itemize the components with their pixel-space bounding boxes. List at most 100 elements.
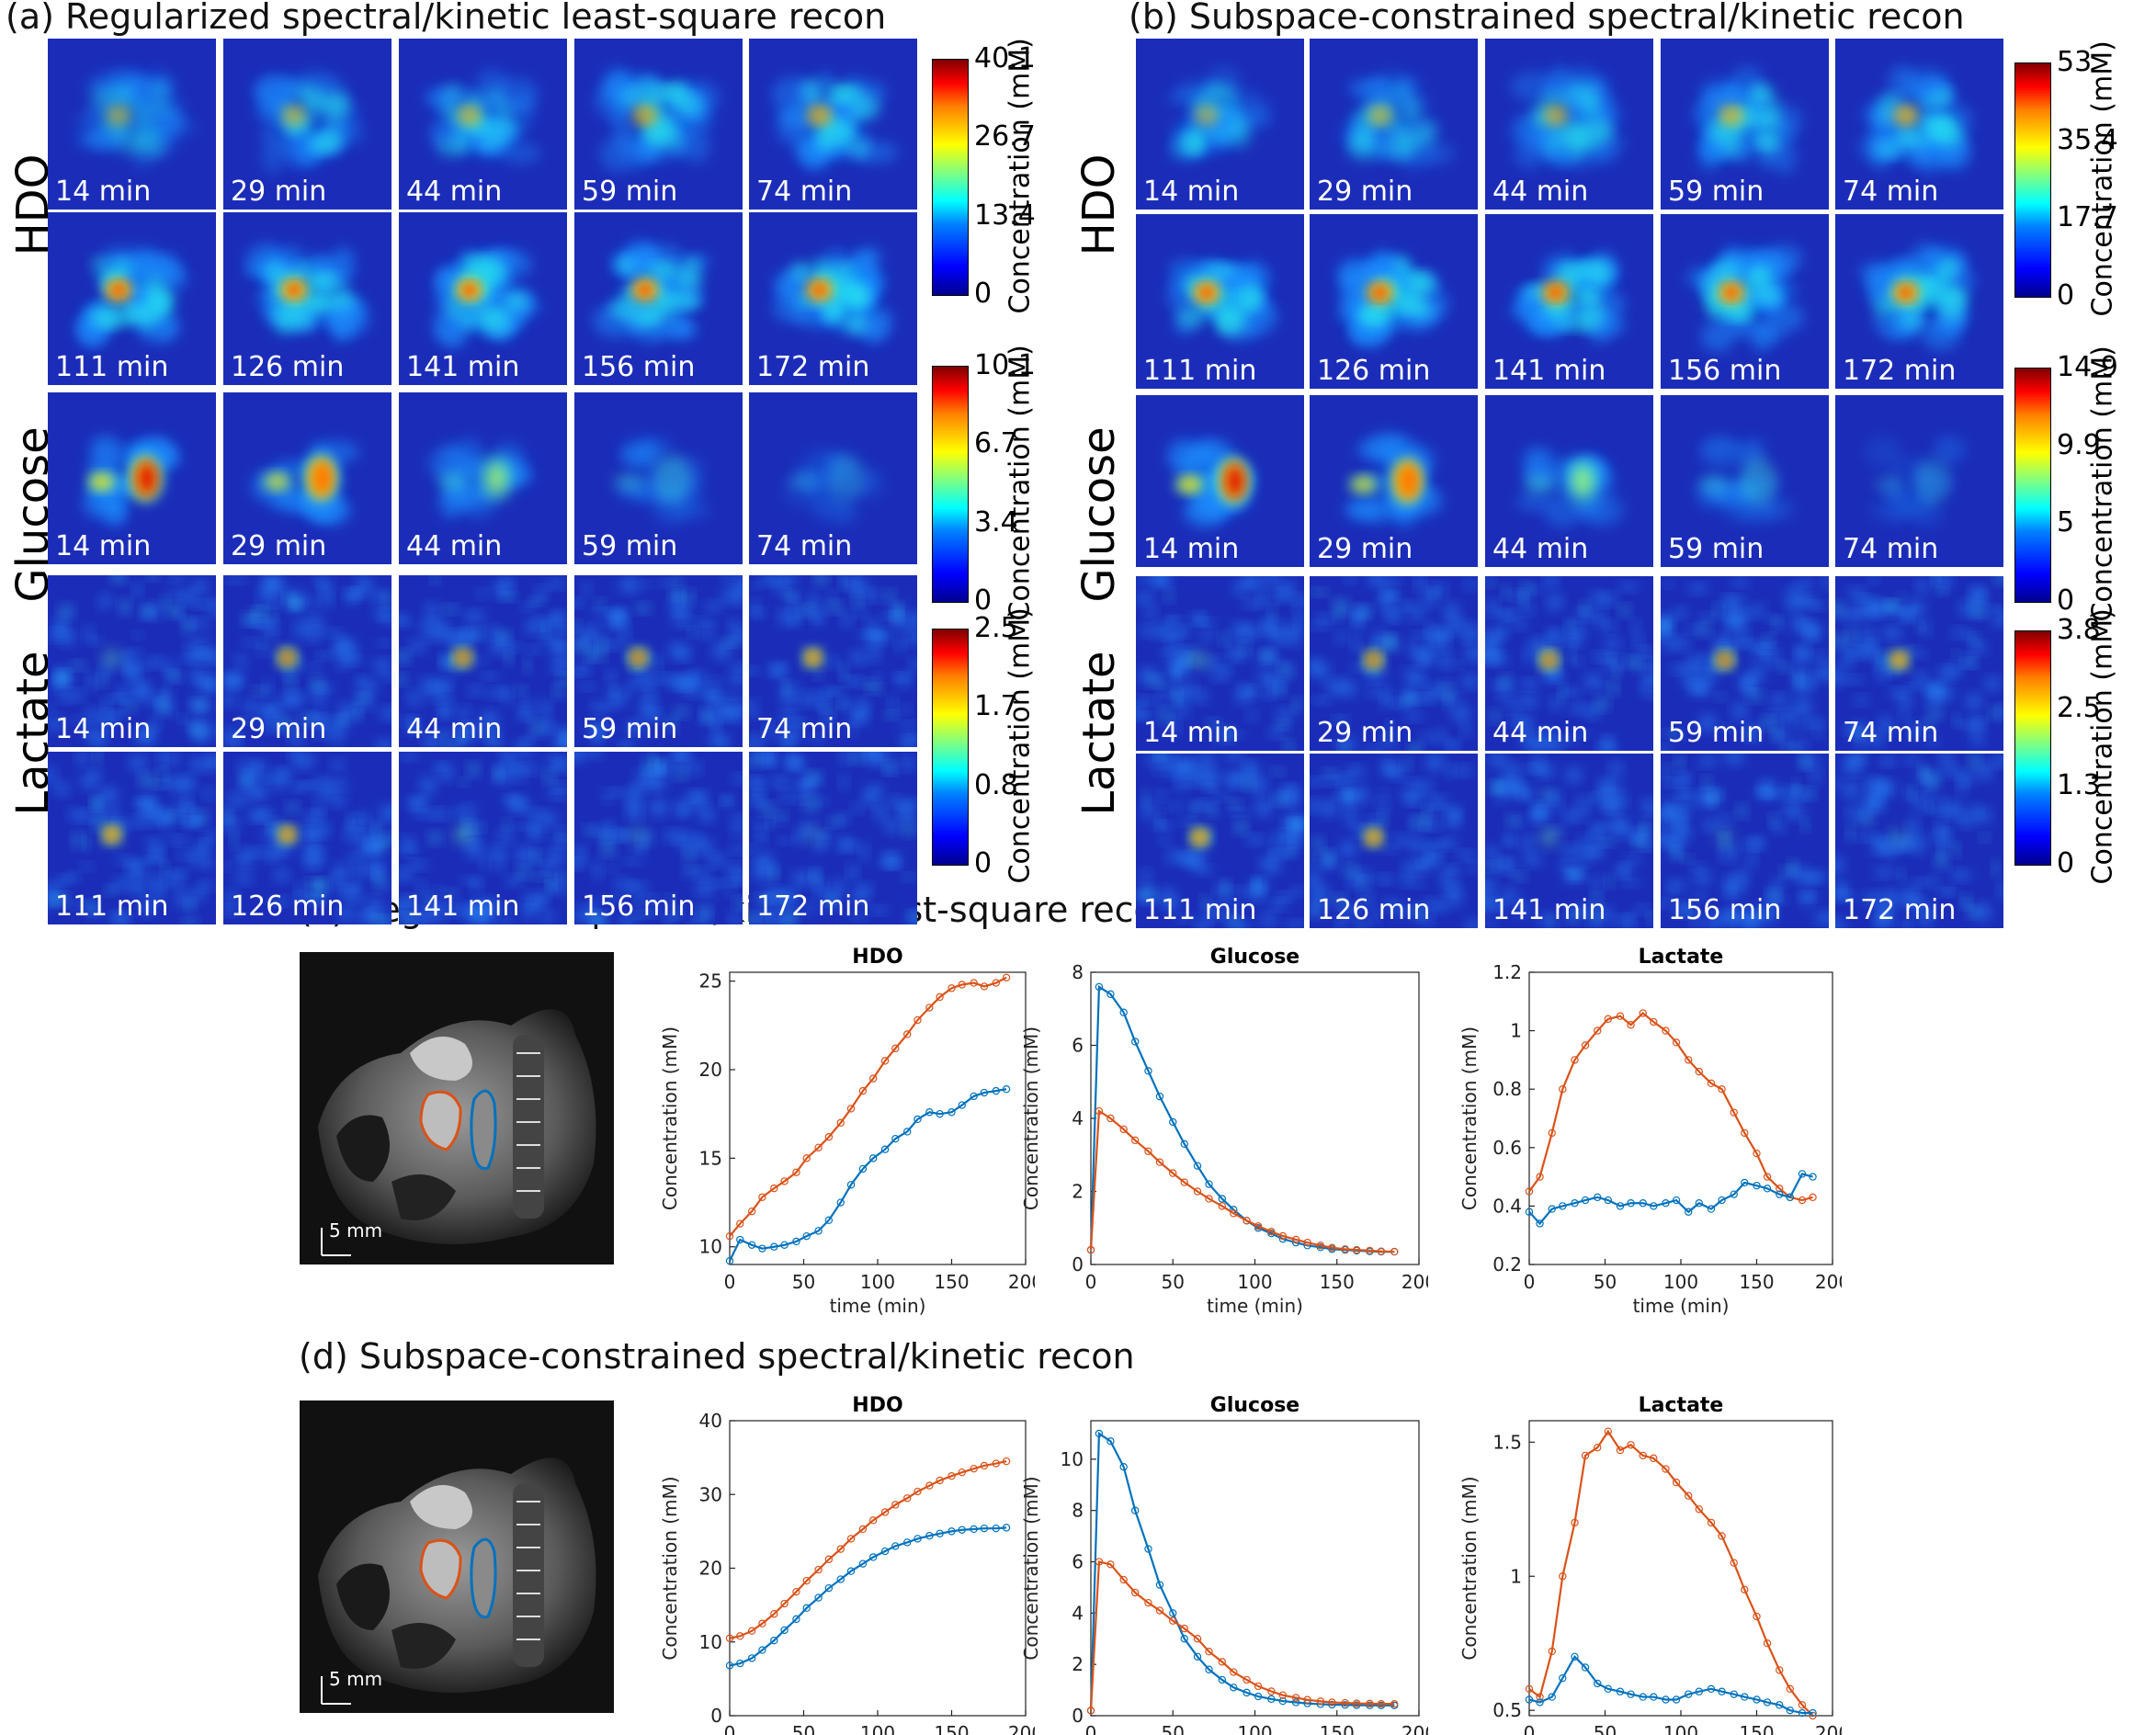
y-axis-label: Concentration (mM)	[1458, 1476, 1481, 1660]
data-point	[1291, 1235, 1300, 1244]
data-point	[1525, 1695, 1534, 1704]
map-tile-a-lactate: 74 min	[749, 575, 917, 747]
data-point	[1180, 1624, 1188, 1633]
y-tick-label: 2	[1072, 1181, 1084, 1203]
data-point	[1594, 1193, 1602, 1202]
data-point	[868, 1154, 878, 1162]
time-label: 14 min	[1143, 717, 1240, 749]
y-tick-label: 6	[1072, 1035, 1084, 1057]
red-roi-contour	[419, 1538, 462, 1600]
plot-d-hdo: HDO050100150200010203040time (min)Concen…	[659, 1394, 1035, 1735]
concentration-map	[1136, 395, 1304, 567]
y-tick-label: 4	[1072, 1602, 1084, 1624]
concentration-map	[1136, 576, 1304, 751]
data-point	[948, 1471, 956, 1480]
data-point	[903, 1128, 912, 1136]
data-point	[1604, 1015, 1612, 1024]
data-point	[1169, 1609, 1177, 1617]
x-tick-label: 150	[1320, 1271, 1355, 1293]
data-point	[1730, 1690, 1738, 1698]
time-label: 172 min	[756, 890, 870, 923]
time-label: 111 min	[55, 890, 169, 923]
concentration-map	[399, 392, 567, 564]
data-point	[736, 1235, 744, 1244]
map-tile-a-hdo: 126 min	[223, 212, 391, 385]
data-point	[948, 984, 956, 992]
data-point	[725, 1661, 734, 1670]
data-point	[1130, 1136, 1140, 1145]
data-point	[1377, 1247, 1386, 1255]
data-point	[858, 1086, 868, 1095]
data-point	[948, 1108, 956, 1117]
mri-image-c: 5 mm	[300, 952, 614, 1264]
data-point	[1798, 1701, 1807, 1709]
x-tick-label: 200	[1008, 1271, 1035, 1293]
series-line	[1528, 1173, 1813, 1226]
map-tile-a-lactate: 14 min	[48, 575, 216, 747]
concentration-map	[1310, 576, 1478, 751]
data-point	[1672, 1196, 1681, 1205]
data-point	[1180, 1178, 1188, 1186]
time-label: 126 min	[231, 351, 345, 383]
data-point	[1571, 1199, 1579, 1208]
data-point	[1303, 1238, 1311, 1247]
plot-c-hdo: HDO 0 50 100 150 200 10 15 20 25 time (min) Concent…	[659, 946, 1035, 1317]
map-tile-a-glucose: 59 min	[574, 392, 743, 564]
plot-frame	[729, 1420, 1027, 1717]
y-tick-label: 40	[699, 1410, 722, 1432]
colorbar-tick: 0	[2057, 584, 2075, 617]
time-label: 111 min	[1143, 355, 1257, 387]
time-label: 14 min	[55, 713, 152, 745]
concentration-map	[1136, 754, 1304, 928]
time-label: 29 min	[1317, 176, 1413, 208]
data-point	[1753, 1181, 1761, 1190]
y-tick-label: 30	[699, 1483, 722, 1505]
data-point	[1809, 1173, 1817, 1181]
concentration-map	[1485, 754, 1653, 928]
x-tick-label: 50	[1594, 1271, 1617, 1293]
y-tick-label: 2	[1072, 1653, 1084, 1675]
data-point	[1352, 1699, 1361, 1707]
time-label: 141 min	[1492, 894, 1606, 926]
data-point	[1155, 1581, 1164, 1589]
data-point	[1685, 1491, 1693, 1500]
mri-image-d: 5 mm	[300, 1400, 614, 1713]
data-point	[936, 1109, 944, 1118]
x-tick-label: 100	[860, 1271, 895, 1293]
data-point	[1278, 1691, 1288, 1699]
panel-a-title: (a) Regularized spectral/kinetic least-s…	[6, 0, 887, 37]
map-tile-a-hdo: 29 min	[223, 39, 391, 210]
data-point	[1763, 1639, 1772, 1648]
data-point	[814, 1227, 823, 1235]
series-line	[1089, 1560, 1395, 1711]
colorbar-tick: 9.9	[2057, 428, 2101, 461]
concentration-map	[1835, 576, 2003, 751]
concentration-map	[399, 39, 567, 210]
colorbar-tick: 0	[974, 584, 993, 617]
time-label: 172 min	[1843, 355, 1957, 387]
data-point	[1763, 1173, 1772, 1181]
time-label: 59 min	[1668, 717, 1765, 749]
data-point	[1559, 1673, 1567, 1683]
data-point	[824, 1133, 834, 1141]
y-tick-label: 0.6	[1492, 1137, 1522, 1159]
data-point	[1707, 1684, 1716, 1694]
data-point	[1218, 1658, 1226, 1666]
data-point	[1695, 1067, 1703, 1076]
data-point	[1581, 1196, 1590, 1205]
map-tile-a-lactate: 59 min	[574, 575, 743, 747]
colorbar-a-lactate	[932, 629, 969, 866]
plot-title: Glucose	[1210, 946, 1299, 969]
row-label-lactate-b: Lactate	[1073, 651, 1125, 816]
data-point	[1316, 1697, 1325, 1706]
x-tick-label: 200	[1401, 1722, 1428, 1735]
time-label: 156 min	[1668, 355, 1782, 387]
data-point	[1341, 1701, 1349, 1709]
data-point	[891, 1542, 900, 1550]
panel-d-title: (d) Subspace-constrained spectral/kineti…	[299, 1336, 1135, 1377]
data-point	[1230, 1684, 1238, 1692]
data-point	[891, 1044, 900, 1053]
map-tile-b-lactate: 74 min	[1835, 576, 2003, 751]
map-tile-b-hdo: 14 min	[1136, 39, 1304, 210]
map-tile-a-glucose: 44 min	[399, 392, 567, 564]
